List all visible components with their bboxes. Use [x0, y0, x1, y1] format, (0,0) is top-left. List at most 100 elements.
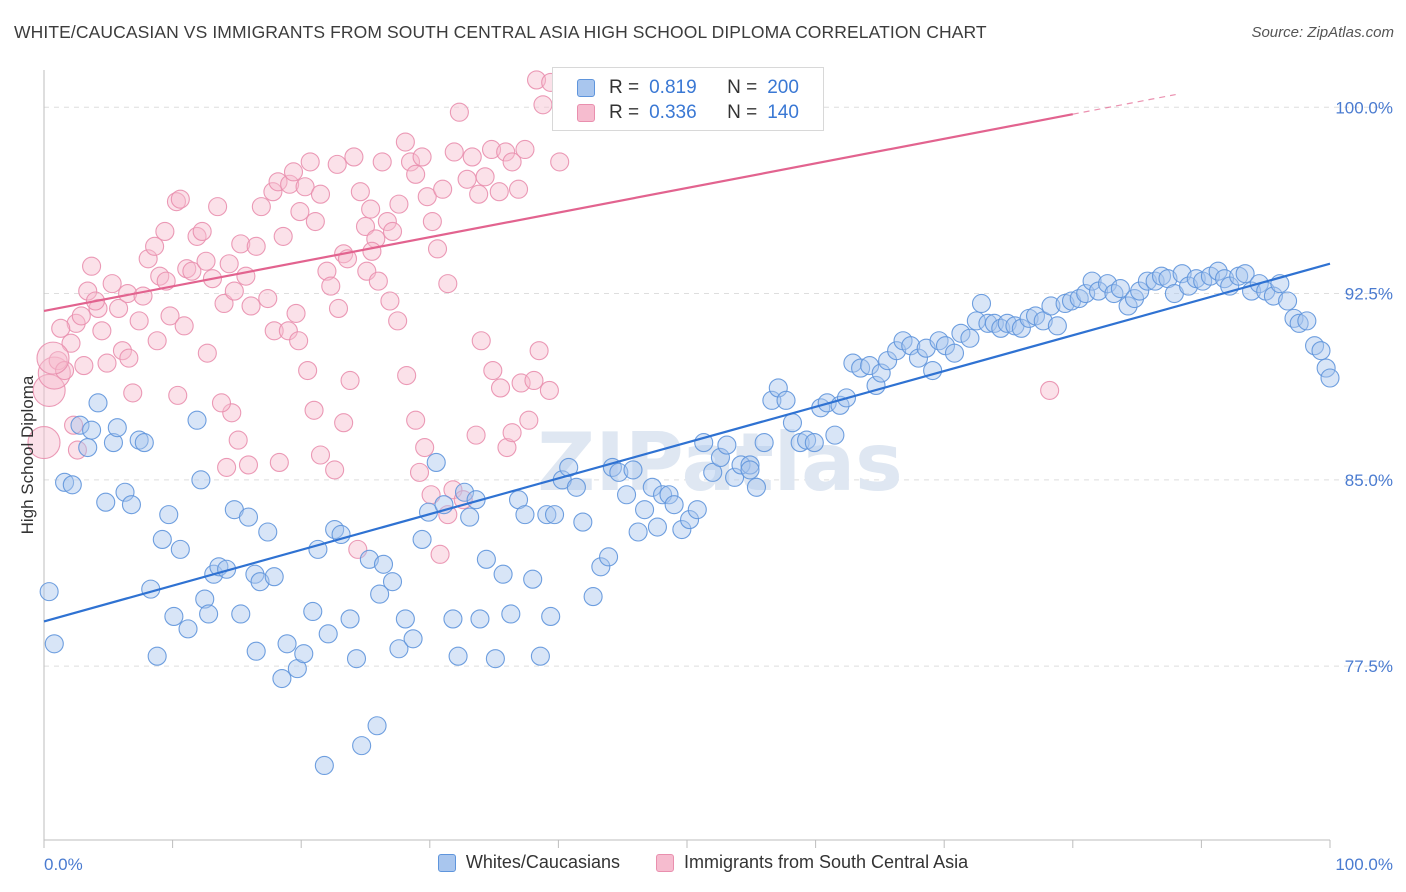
pink-data-point	[246, 236, 266, 256]
blue-data-point	[1320, 368, 1340, 388]
pink-data-point	[224, 281, 244, 301]
blue-data-point	[1311, 341, 1331, 361]
pink-data-point	[129, 311, 149, 331]
pink-data-point	[219, 254, 239, 274]
blue-trend-line	[43, 262, 1331, 623]
pink-data-point	[462, 147, 482, 167]
legend-r-label: R =	[609, 102, 640, 123]
blue-data-point	[754, 433, 774, 453]
blue-data-point	[1130, 281, 1150, 301]
blue-data-point	[960, 328, 980, 348]
series-legend: Whites/Caucasians Immigrants from South …	[0, 852, 1406, 873]
blue-data-point	[1110, 279, 1130, 299]
blue-data-point	[687, 500, 707, 520]
blue-data-point	[55, 472, 75, 492]
blue-data-point	[1104, 283, 1124, 304]
pink-data-point	[174, 316, 194, 336]
blue-data-point	[44, 634, 64, 654]
blue-data-point	[1118, 296, 1138, 316]
pink-data-point	[182, 261, 202, 281]
blue-data-point	[804, 433, 824, 453]
pink-data-point	[412, 147, 432, 167]
blue-data-point	[628, 522, 648, 542]
blue-data-point	[866, 375, 886, 396]
legend-n-label: N =	[727, 77, 758, 98]
pink-data-point	[481, 139, 502, 160]
pink-data-point	[388, 311, 408, 331]
pink-data-point	[228, 430, 248, 450]
blue-data-point	[1289, 313, 1309, 333]
pink-data-point	[1040, 380, 1060, 400]
blue-data-point	[485, 649, 505, 669]
trend-lines	[43, 93, 1331, 623]
pink-data-point	[48, 351, 68, 371]
blue-data-point	[1263, 286, 1283, 306]
pink-data-point	[361, 199, 381, 219]
blue-data-point	[515, 505, 535, 525]
blue-data-point	[797, 430, 817, 450]
pink-data-point	[457, 169, 477, 189]
blue-data-point	[129, 430, 149, 450]
pink-data-point	[236, 266, 256, 286]
blue-data-point	[537, 505, 557, 525]
pink-data-point	[123, 383, 143, 403]
blue-data-point	[1278, 291, 1298, 311]
blue-data-point	[617, 485, 637, 505]
pink-data-point	[443, 480, 463, 500]
pink-data-point	[502, 423, 522, 443]
blue-data-point	[642, 477, 662, 497]
blue-data-point	[314, 755, 334, 776]
blue-data-point	[530, 646, 550, 666]
pink-data-point	[422, 211, 442, 232]
blue-data-point	[412, 529, 432, 550]
blue-data-point	[476, 549, 496, 569]
pink-data-point	[400, 152, 421, 172]
legend-row-pink: R = 0.336 N = 140	[577, 101, 799, 125]
blue-data-point	[1082, 271, 1102, 291]
blue-data-point	[460, 507, 480, 527]
source-label: Source: ZipAtlas.com	[1251, 24, 1394, 41]
blue-data-point	[231, 604, 251, 624]
blue-data-point	[1097, 274, 1118, 294]
pink-data-point	[55, 360, 75, 381]
pink-data-point	[268, 172, 288, 192]
pink-data-point	[310, 445, 331, 465]
blue-data-point	[944, 343, 965, 363]
pink-data-point	[489, 182, 509, 202]
blue-data-point	[470, 609, 490, 629]
blue-data-point	[991, 318, 1011, 338]
pink-data-point	[469, 184, 489, 204]
blue-data-point	[929, 331, 949, 351]
blue-data-point	[997, 313, 1017, 333]
blue-data-point	[740, 460, 760, 480]
pink-data-point	[328, 298, 349, 319]
pink-data-point	[286, 303, 306, 323]
blue-data-point	[78, 437, 98, 458]
blue-data-point	[403, 629, 423, 649]
blue-data-point	[103, 433, 123, 453]
pink-data-point	[515, 139, 535, 160]
pink-data-point	[344, 147, 364, 167]
watermark: ZIPatlas	[537, 416, 903, 509]
pink-data-point	[102, 274, 122, 294]
blue-data-point	[303, 601, 323, 622]
legend-row-blue: R = 0.819 N = 200	[577, 76, 799, 100]
blue-data-point	[1069, 288, 1089, 309]
pink-data-point	[36, 341, 70, 375]
pink-data-point	[519, 410, 539, 430]
blue-data-point	[951, 323, 971, 343]
pink-data-point	[88, 298, 108, 319]
pink-data-point	[327, 154, 347, 174]
pink-data-point	[119, 348, 139, 368]
pink-data-point	[289, 331, 309, 351]
pink-data-point	[340, 370, 360, 391]
legend-r-label: R =	[609, 77, 640, 98]
blue-data-point	[664, 495, 684, 515]
pink-data-point	[278, 321, 298, 341]
pink-data-point	[51, 318, 71, 338]
blue-data-point	[591, 557, 611, 577]
chart-title: WHITE/CAUCASIAN VS IMMIGRANTS FROM SOUTH…	[14, 22, 987, 42]
axes	[43, 70, 1331, 848]
blue-data-point	[523, 569, 543, 589]
legend-r-value: 0.819	[649, 77, 697, 98]
